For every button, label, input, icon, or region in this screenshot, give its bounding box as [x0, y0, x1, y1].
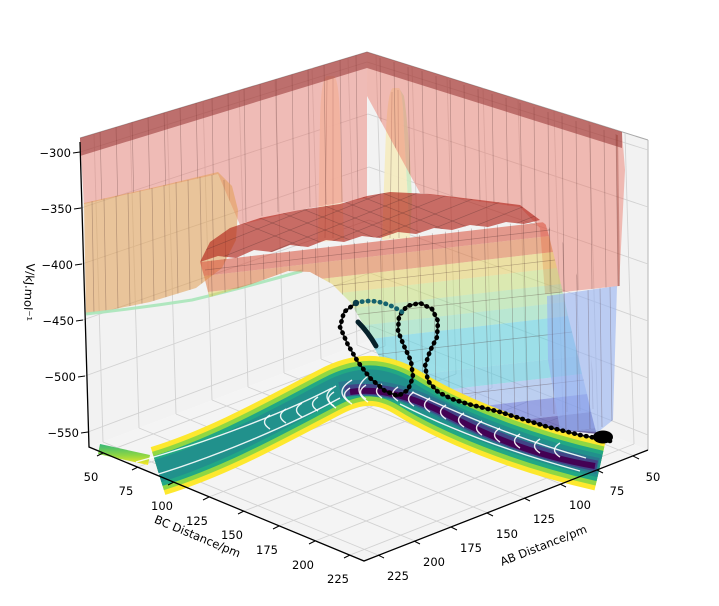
ab-tick-label: 100: [569, 498, 591, 512]
bc-tick-label: 225: [327, 572, 349, 586]
bc-tick-labels: 50 75 100 125 150 175 200 225: [84, 470, 349, 586]
trajectory-loop-node: [352, 299, 360, 307]
bc-axis-ticks: [96, 452, 351, 559]
z-tick-label: −500: [44, 370, 76, 384]
wall-top-stripe-left: [80, 52, 367, 156]
z-tick-label: −400: [41, 258, 73, 272]
z-tick-label: −300: [39, 146, 71, 160]
contour-detached-strip: [98, 444, 150, 465]
ab-tick-label: 175: [460, 541, 482, 555]
ab-tick-label: 125: [533, 512, 555, 526]
ab-tick-labels: 225 200 175 150 125 100 75 50: [387, 470, 660, 583]
trajectory-dots: [337, 300, 613, 444]
z-tick-label: −550: [47, 426, 79, 440]
bc-tick-label: 75: [119, 484, 134, 498]
ab-tick-label: 150: [496, 527, 518, 541]
trajectory-fold-edge: [355, 319, 379, 349]
curtain-bottom-mint-edge: [85, 269, 303, 316]
spike-left: [318, 76, 344, 242]
bc-tick-label: 100: [151, 499, 173, 513]
trajectory-teal-arc: [353, 298, 408, 317]
wall-top-stripe-right: [367, 52, 622, 148]
reaction-trajectory: [337, 298, 613, 444]
pink-wall-right: [367, 52, 625, 294]
ab-tick-label: 200: [423, 555, 445, 569]
ab-axis-ticks: [377, 455, 640, 559]
bc-tick-label: 150: [221, 528, 243, 542]
plateau-fill: [200, 192, 540, 262]
wall-right-edge-shadow: [616, 134, 620, 287]
cliff-periwinkle-face: [547, 286, 617, 432]
z-axis-ticks: [72, 151, 89, 434]
ab-tick-label: 75: [610, 484, 625, 498]
ab-tick-label: 50: [646, 470, 661, 484]
z-tick-label: −450: [42, 314, 74, 328]
repulsive-walls: [80, 52, 625, 294]
bc-tick-label: 175: [256, 543, 278, 557]
bc-tick-label: 125: [186, 514, 208, 528]
curtain-tan-sheet: [84, 172, 238, 314]
contour-white-seams: [135, 375, 587, 480]
bc-tick-label: 200: [292, 558, 314, 572]
ab-tick-label: 225: [387, 569, 409, 583]
left-curtain: [84, 172, 303, 316]
z-axis-label: V/kJ.mol⁻¹: [20, 263, 37, 321]
trajectory-end-blob: [593, 430, 613, 444]
bc-tick-label: 50: [84, 470, 99, 484]
axis-spines: [79, 141, 649, 562]
pink-wall-left: [80, 52, 367, 225]
z-tick-label: −350: [40, 202, 72, 216]
z-tick-labels: −300 −350 −400 −450 −500 −550: [39, 146, 79, 440]
